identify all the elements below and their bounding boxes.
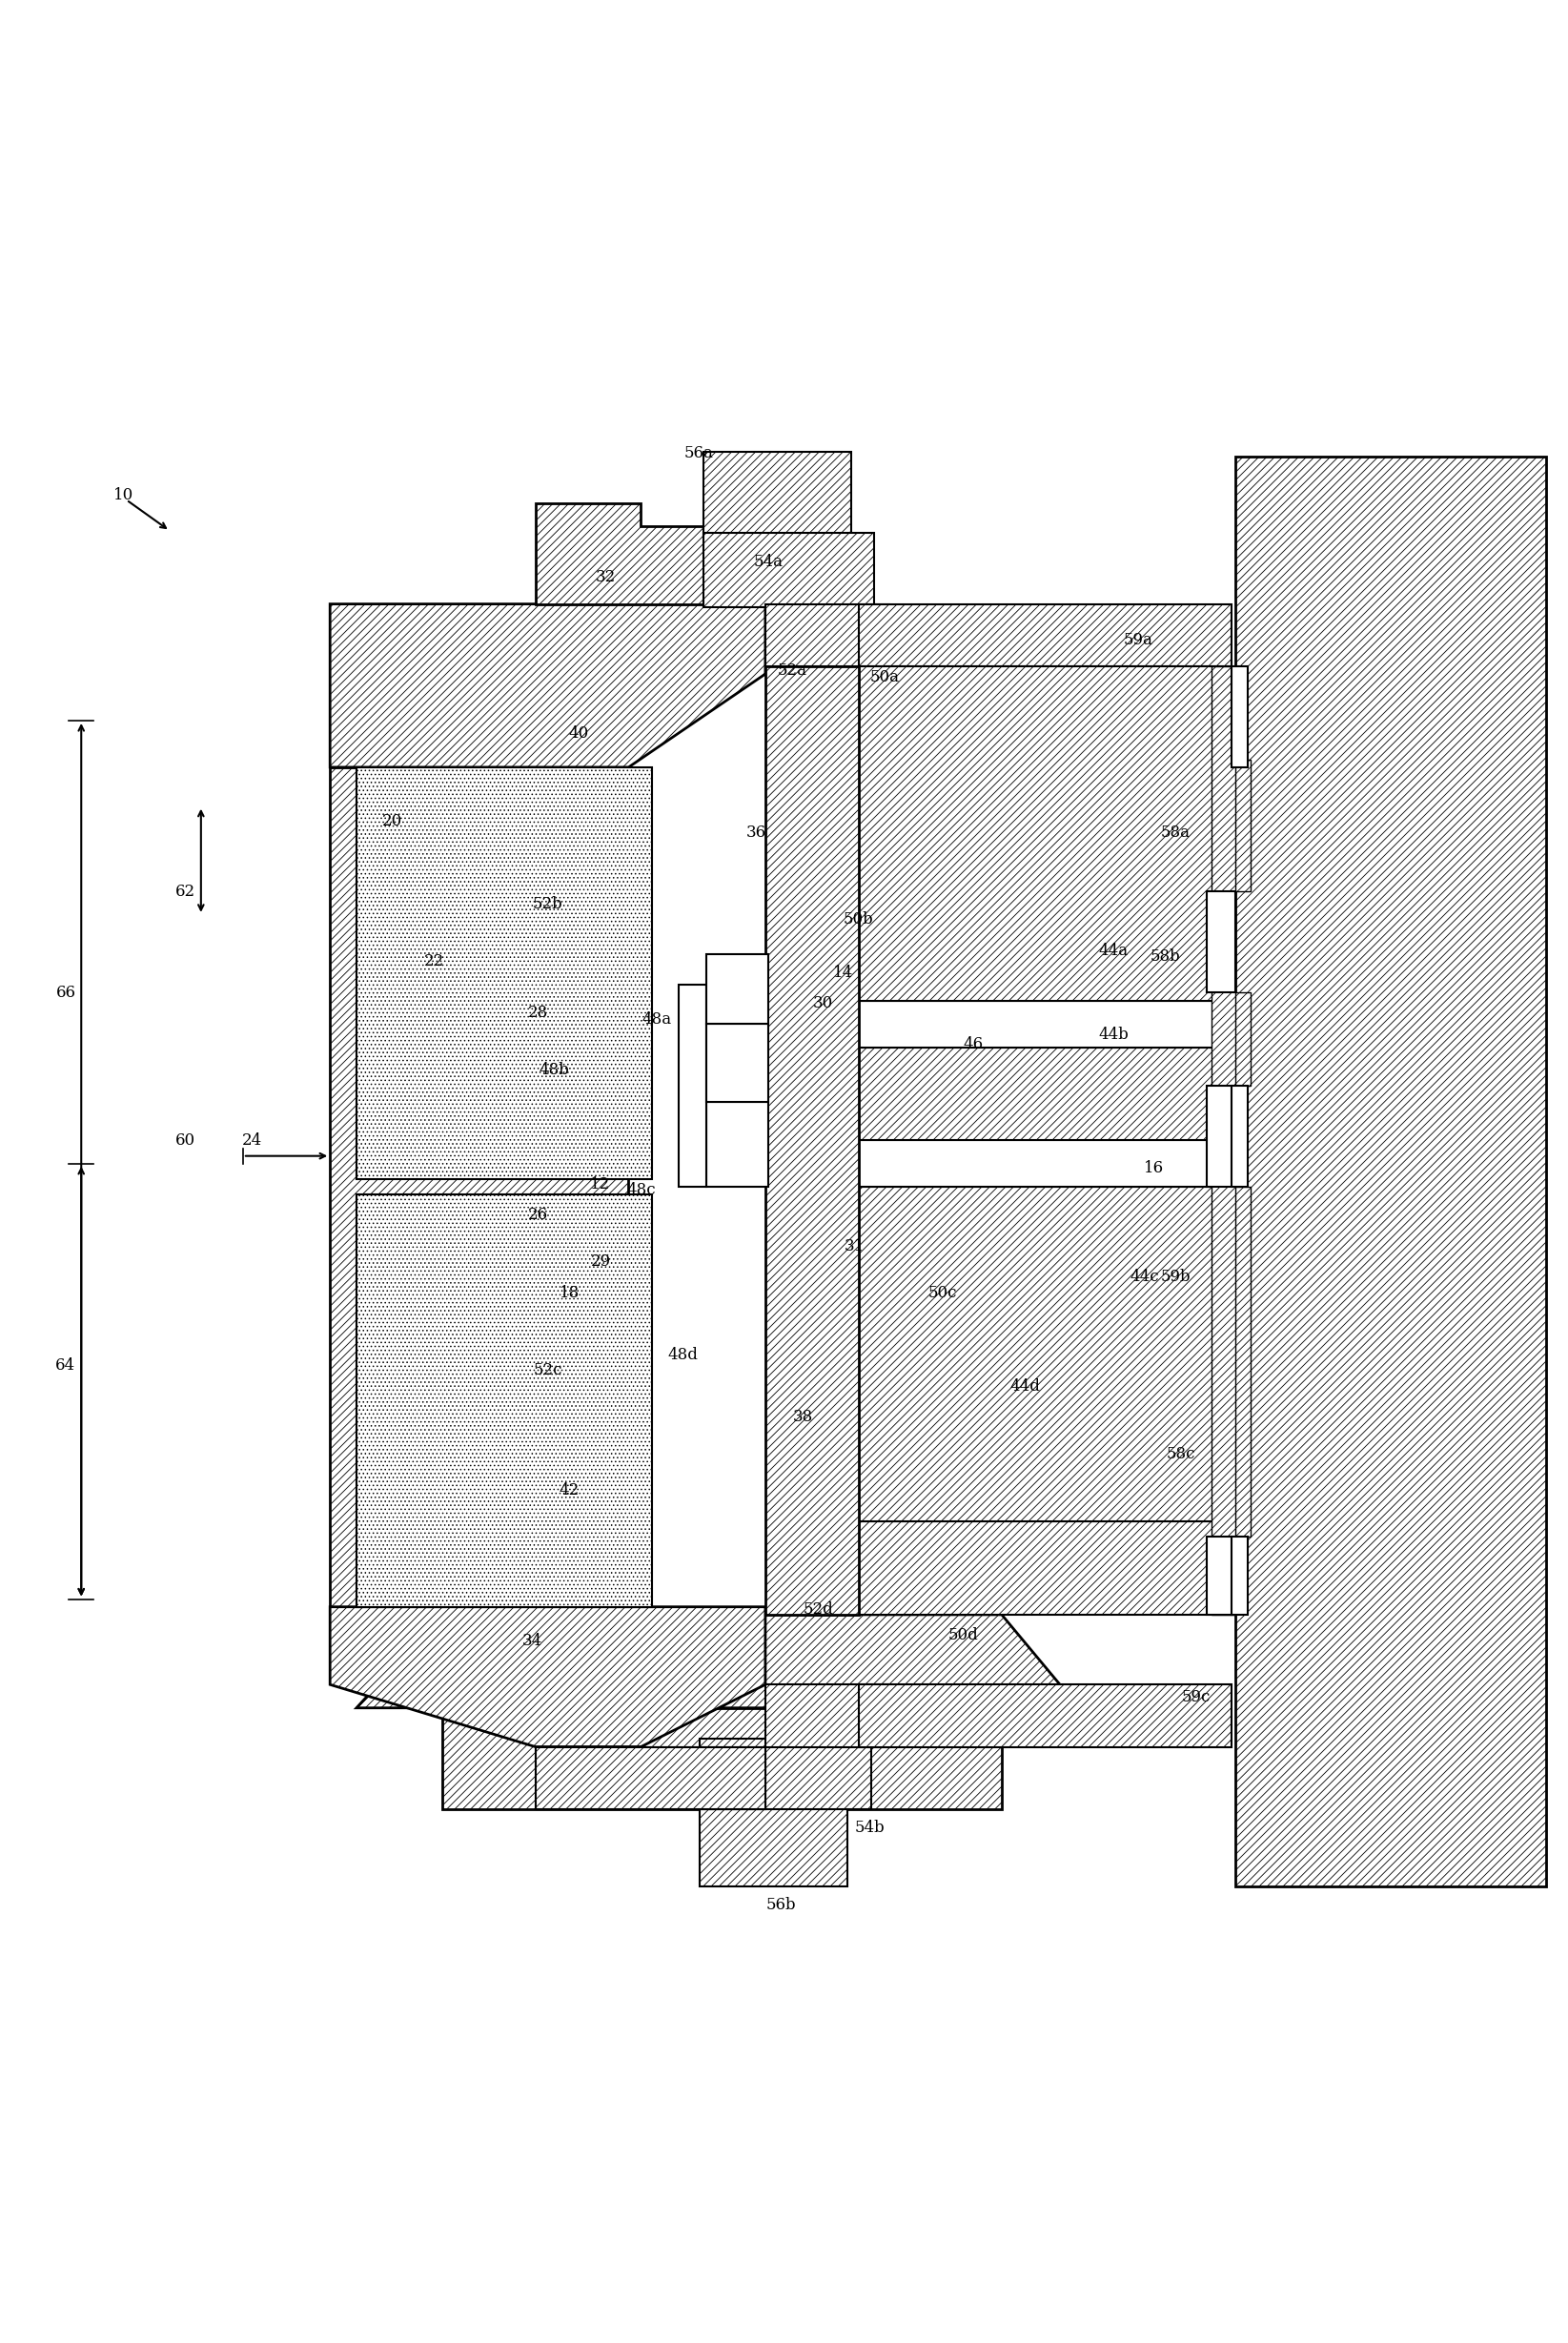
FancyBboxPatch shape bbox=[699, 1739, 872, 1809]
FancyBboxPatch shape bbox=[535, 1748, 765, 1809]
Text: 52a: 52a bbox=[778, 663, 806, 679]
Polygon shape bbox=[356, 1614, 1079, 1708]
FancyBboxPatch shape bbox=[859, 1685, 1232, 1748]
Text: 56b: 56b bbox=[765, 1898, 797, 1914]
FancyBboxPatch shape bbox=[1232, 1537, 1247, 1614]
Text: 29: 29 bbox=[591, 1254, 610, 1270]
FancyBboxPatch shape bbox=[765, 1685, 889, 1748]
FancyBboxPatch shape bbox=[329, 766, 629, 1607]
Text: 10: 10 bbox=[113, 487, 133, 504]
Text: 30: 30 bbox=[812, 996, 833, 1012]
Text: 58a: 58a bbox=[1160, 825, 1190, 841]
FancyBboxPatch shape bbox=[859, 1141, 1232, 1188]
Text: 46: 46 bbox=[964, 1036, 983, 1052]
Text: 44c: 44c bbox=[1131, 1270, 1159, 1286]
FancyBboxPatch shape bbox=[442, 1708, 1002, 1809]
Text: 58b: 58b bbox=[1149, 949, 1181, 965]
FancyBboxPatch shape bbox=[1232, 1087, 1247, 1188]
FancyBboxPatch shape bbox=[356, 766, 652, 1179]
Text: 58c: 58c bbox=[1167, 1446, 1195, 1462]
FancyBboxPatch shape bbox=[356, 1195, 652, 1607]
Text: 32: 32 bbox=[596, 569, 615, 586]
FancyBboxPatch shape bbox=[679, 984, 706, 1188]
Text: 48c: 48c bbox=[626, 1183, 655, 1197]
Text: 62: 62 bbox=[176, 883, 196, 900]
Text: 50c: 50c bbox=[928, 1284, 956, 1300]
FancyBboxPatch shape bbox=[706, 1101, 768, 1188]
FancyBboxPatch shape bbox=[1232, 1188, 1250, 1537]
Text: 52d: 52d bbox=[803, 1603, 833, 1619]
Text: 22: 22 bbox=[423, 954, 444, 970]
Polygon shape bbox=[329, 604, 765, 766]
Text: 44d: 44d bbox=[1010, 1378, 1040, 1394]
Text: 50b: 50b bbox=[844, 911, 873, 928]
Text: 52b: 52b bbox=[533, 895, 563, 911]
Text: 20: 20 bbox=[383, 813, 403, 829]
Text: 26: 26 bbox=[528, 1207, 549, 1223]
FancyBboxPatch shape bbox=[859, 1188, 1232, 1521]
Text: 56a: 56a bbox=[684, 445, 713, 462]
FancyBboxPatch shape bbox=[1236, 457, 1546, 1886]
Text: 52c: 52c bbox=[533, 1361, 563, 1378]
Text: 18: 18 bbox=[560, 1284, 580, 1300]
Text: 50a: 50a bbox=[870, 670, 900, 684]
FancyBboxPatch shape bbox=[1212, 665, 1236, 1614]
FancyBboxPatch shape bbox=[1207, 1537, 1236, 1614]
Text: 44a: 44a bbox=[1099, 942, 1129, 958]
Text: 66: 66 bbox=[56, 984, 75, 1000]
Text: 54b: 54b bbox=[855, 1821, 884, 1835]
FancyBboxPatch shape bbox=[765, 665, 859, 1614]
Text: 59a: 59a bbox=[1124, 633, 1152, 649]
Text: 64: 64 bbox=[55, 1357, 75, 1373]
FancyBboxPatch shape bbox=[1232, 993, 1250, 1087]
Text: 34: 34 bbox=[522, 1633, 543, 1649]
Text: 44b: 44b bbox=[1099, 1026, 1129, 1043]
Polygon shape bbox=[535, 1748, 765, 1809]
FancyBboxPatch shape bbox=[1207, 1087, 1236, 1188]
Text: 40: 40 bbox=[569, 724, 590, 740]
FancyBboxPatch shape bbox=[702, 452, 851, 537]
FancyBboxPatch shape bbox=[1207, 893, 1236, 993]
FancyBboxPatch shape bbox=[702, 532, 875, 607]
Text: 60: 60 bbox=[176, 1132, 196, 1148]
FancyBboxPatch shape bbox=[859, 1521, 1232, 1614]
FancyBboxPatch shape bbox=[765, 604, 889, 665]
Text: 48a: 48a bbox=[641, 1012, 671, 1026]
Text: 42: 42 bbox=[560, 1483, 580, 1497]
Text: 16: 16 bbox=[1145, 1160, 1163, 1176]
Text: 38: 38 bbox=[792, 1408, 812, 1425]
FancyBboxPatch shape bbox=[1232, 759, 1250, 893]
FancyBboxPatch shape bbox=[859, 604, 1232, 665]
Text: 59b: 59b bbox=[1160, 1270, 1190, 1286]
Polygon shape bbox=[329, 1607, 765, 1748]
FancyBboxPatch shape bbox=[699, 1802, 848, 1886]
Text: 12: 12 bbox=[591, 1176, 610, 1193]
FancyBboxPatch shape bbox=[859, 665, 1232, 1000]
FancyBboxPatch shape bbox=[706, 954, 768, 1024]
Text: 36: 36 bbox=[746, 825, 767, 841]
Text: 54a: 54a bbox=[754, 553, 784, 569]
Polygon shape bbox=[535, 504, 765, 604]
Text: 59c: 59c bbox=[1182, 1689, 1210, 1706]
Text: 14: 14 bbox=[833, 965, 853, 982]
FancyBboxPatch shape bbox=[859, 1047, 1232, 1141]
Text: 28: 28 bbox=[528, 1005, 549, 1022]
Text: 31: 31 bbox=[844, 1237, 864, 1254]
FancyBboxPatch shape bbox=[859, 1000, 1232, 1047]
FancyBboxPatch shape bbox=[1232, 665, 1247, 766]
Text: 48d: 48d bbox=[668, 1347, 698, 1364]
Text: 24: 24 bbox=[241, 1132, 262, 1148]
FancyBboxPatch shape bbox=[706, 1024, 768, 1101]
Text: 50d: 50d bbox=[947, 1626, 978, 1642]
Text: 48b: 48b bbox=[539, 1061, 569, 1078]
